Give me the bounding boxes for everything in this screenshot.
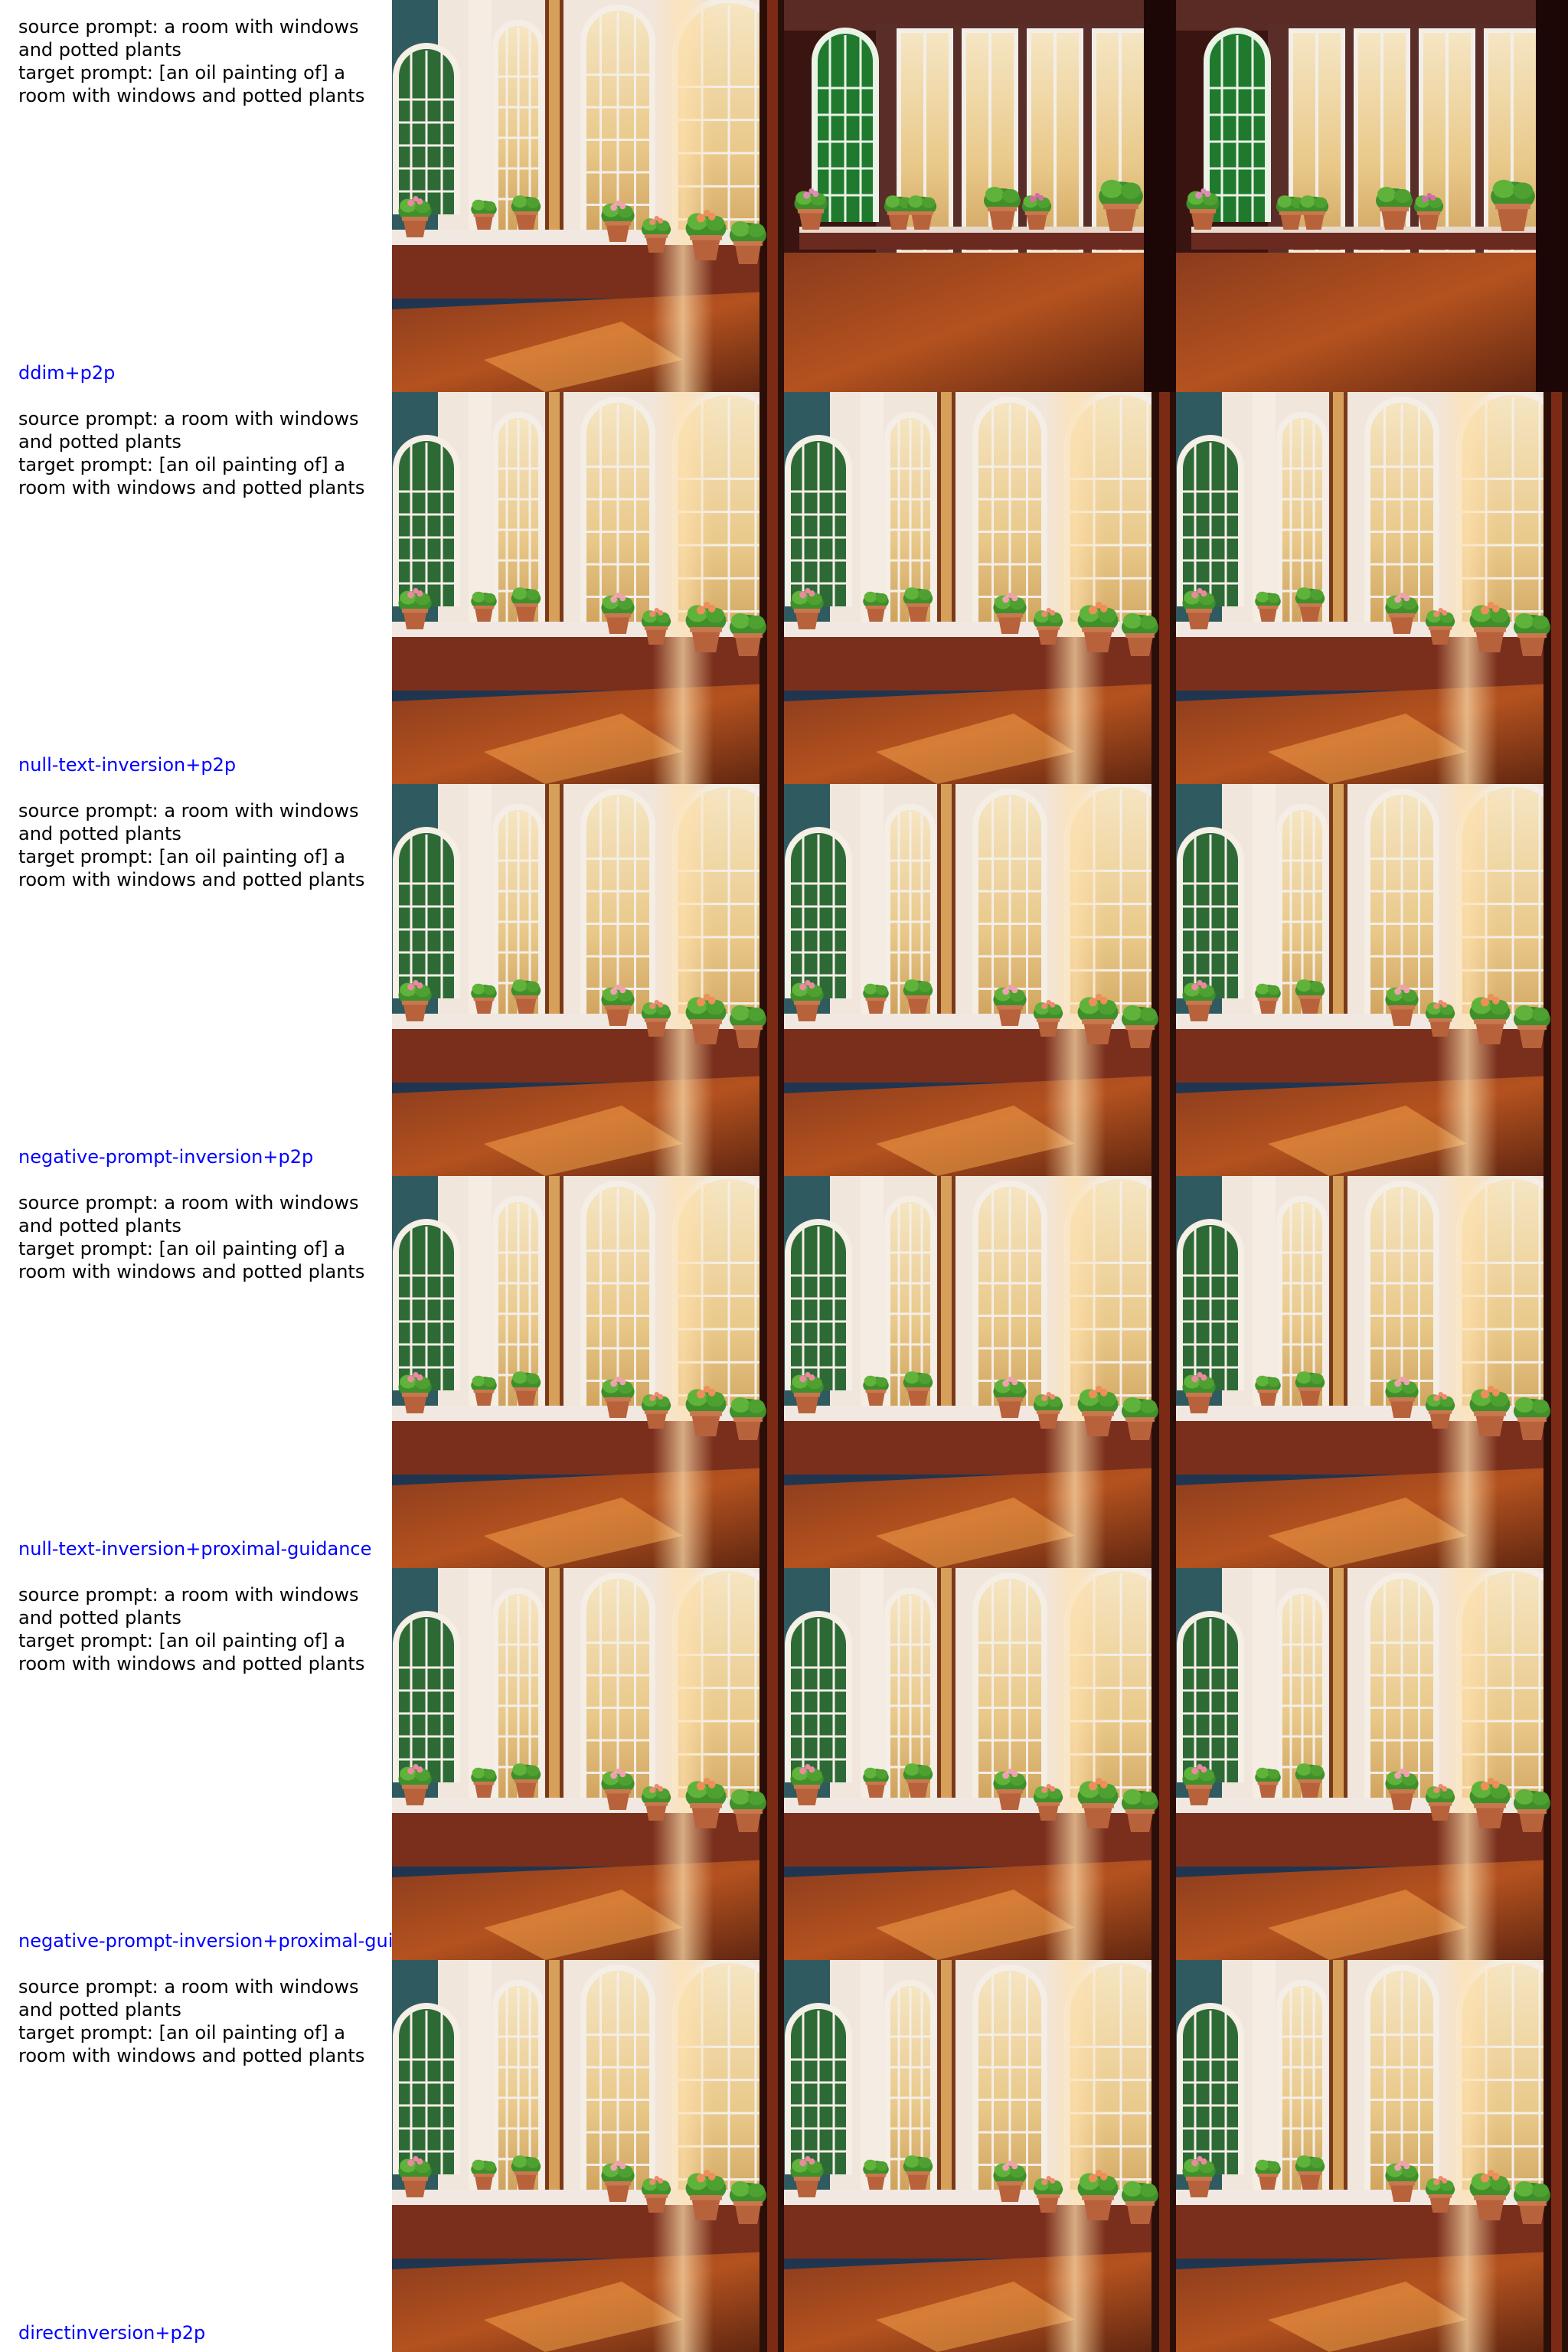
prompt-text-block: source prompt: a room with windows and p… — [18, 15, 386, 107]
room-painting-illustration — [1176, 1176, 1568, 1568]
comparison-row: source prompt: a room with windows and p… — [0, 1568, 1568, 1960]
reconstruction-image — [784, 784, 1176, 1176]
comparison-row: source prompt: a room with windows and p… — [0, 0, 1568, 392]
target-prompt: target prompt: [an oil painting of] a ro… — [18, 62, 365, 106]
source-prompt: source prompt: a room with windows and p… — [18, 800, 359, 844]
method-label: directinversion+p2p — [18, 2322, 206, 2344]
reconstruction-image — [784, 392, 1176, 784]
room-painting-illustration — [1176, 392, 1568, 784]
room-painting-illustration — [392, 784, 784, 1176]
source-prompt: source prompt: a room with windows and p… — [18, 408, 359, 452]
room-painting-illustration — [392, 1568, 784, 1960]
source-prompt: source prompt: a room with windows and p… — [18, 1976, 359, 2020]
row-label-panel: source prompt: a room with windows and p… — [0, 1568, 392, 1960]
target-prompt: target prompt: [an oil painting of] a ro… — [18, 454, 365, 498]
row-label-panel: source prompt: a room with windows and p… — [0, 1960, 392, 2352]
room-painting-illustration — [784, 392, 1176, 784]
room-painting-illustration — [1176, 784, 1568, 1176]
method-label: negative-prompt-inversion+p2p — [18, 1146, 314, 1168]
target-prompt: target prompt: [an oil painting of] a ro… — [18, 846, 365, 890]
edited-image — [1176, 1568, 1568, 1960]
target-prompt: target prompt: [an oil painting of] a ro… — [18, 1238, 365, 1282]
room-painting-illustration — [1176, 1568, 1568, 1960]
target-prompt: target prompt: [an oil painting of] a ro… — [18, 2022, 365, 2066]
row-label-panel: source prompt: a room with windows and p… — [0, 392, 392, 784]
reconstruction-image — [784, 1176, 1176, 1568]
room-painting-illustration — [392, 1960, 784, 2352]
room-painting-illustration — [784, 1568, 1176, 1960]
source-image — [392, 1568, 784, 1960]
room-painting-illustration — [784, 0, 1176, 392]
row-label-panel: source prompt: a room with windows and p… — [0, 1176, 392, 1568]
room-painting-illustration — [784, 1176, 1176, 1568]
comparison-row: source prompt: a room with windows and p… — [0, 1176, 1568, 1568]
method-label: null-text-inversion+proximal-guidance — [18, 1538, 372, 1560]
room-painting-illustration — [784, 784, 1176, 1176]
prompt-text-block: source prompt: a room with windows and p… — [18, 1191, 386, 1283]
prompt-text-block: source prompt: a room with windows and p… — [18, 799, 386, 891]
edited-image — [1176, 784, 1568, 1176]
source-image — [392, 0, 784, 392]
edited-image — [1176, 0, 1568, 392]
source-image — [392, 1960, 784, 2352]
room-painting-illustration — [392, 1176, 784, 1568]
comparison-row: source prompt: a room with windows and p… — [0, 1960, 1568, 2352]
source-image — [392, 392, 784, 784]
row-label-panel: source prompt: a room with windows and p… — [0, 784, 392, 1176]
method-label: negative-prompt-inversion+proximal-guida… — [18, 1930, 392, 1952]
comparison-row: source prompt: a room with windows and p… — [0, 784, 1568, 1176]
source-image — [392, 1176, 784, 1568]
prompt-text-block: source prompt: a room with windows and p… — [18, 407, 386, 499]
target-prompt: target prompt: [an oil painting of] a ro… — [18, 1630, 365, 1674]
prompt-text-block: source prompt: a room with windows and p… — [18, 1583, 386, 1675]
source-image — [392, 784, 784, 1176]
source-prompt: source prompt: a room with windows and p… — [18, 1584, 359, 1628]
reconstruction-image — [784, 1568, 1176, 1960]
room-painting-illustration — [784, 1960, 1176, 2352]
reconstruction-image — [784, 0, 1176, 392]
method-label: ddim+p2p — [18, 362, 116, 384]
edited-image — [1176, 1960, 1568, 2352]
edited-image — [1176, 392, 1568, 784]
source-prompt: source prompt: a room with windows and p… — [18, 1192, 359, 1236]
source-prompt: source prompt: a room with windows and p… — [18, 16, 359, 60]
room-painting-illustration — [392, 392, 784, 784]
room-painting-illustration — [1176, 1960, 1568, 2352]
prompt-text-block: source prompt: a room with windows and p… — [18, 1975, 386, 2067]
room-painting-illustration — [392, 0, 784, 392]
method-label: null-text-inversion+p2p — [18, 754, 237, 776]
edited-image — [1176, 1176, 1568, 1568]
reconstruction-image — [784, 1960, 1176, 2352]
row-label-panel: source prompt: a room with windows and p… — [0, 0, 392, 392]
room-painting-illustration — [1176, 0, 1568, 392]
comparison-row: source prompt: a room with windows and p… — [0, 392, 1568, 784]
